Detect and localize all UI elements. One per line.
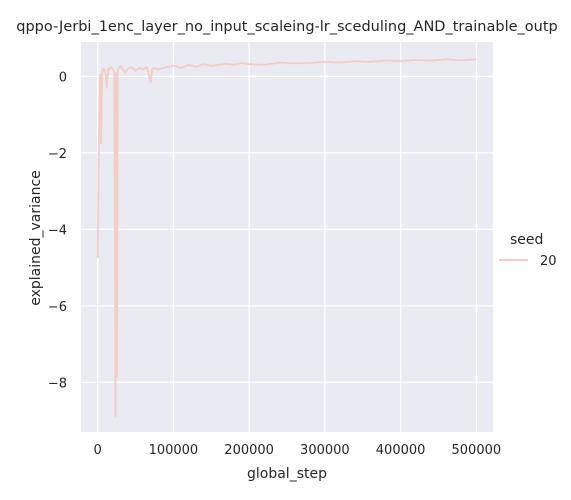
chart-title: qppo-Jerbi_1enc_layer_no_input_scaleing-… — [16, 19, 557, 35]
series-line-20 — [96, 58, 477, 418]
series-layer — [96, 58, 477, 418]
plot-area — [81, 42, 493, 432]
y-tick-label: −8 — [48, 376, 67, 391]
x-tick-label: 0 — [94, 443, 102, 458]
x-tick-label: 200000 — [224, 443, 274, 458]
y-axis-label: explained_variance — [28, 170, 44, 306]
legend-label-20: 20 — [540, 254, 557, 269]
x-gridlines — [97, 42, 477, 432]
y-tick-label: −6 — [48, 300, 67, 315]
x-tick-label: 500000 — [452, 443, 502, 458]
legend: seed 20 — [499, 232, 557, 269]
y-tick-label: −4 — [48, 223, 67, 238]
legend-title: seed — [510, 232, 543, 248]
x-axis-label: global_step — [247, 466, 327, 482]
x-tick-label: 300000 — [300, 443, 350, 458]
y-tick-label: −2 — [48, 147, 67, 162]
x-tick-label: 100000 — [149, 443, 199, 458]
y-tick-labels: −8 −6 −4 −2 0 — [48, 70, 67, 391]
y-tick-label: 0 — [59, 70, 67, 85]
x-tick-labels: 0 100000 200000 300000 400000 500000 — [94, 443, 502, 458]
x-tick-label: 400000 — [376, 443, 426, 458]
